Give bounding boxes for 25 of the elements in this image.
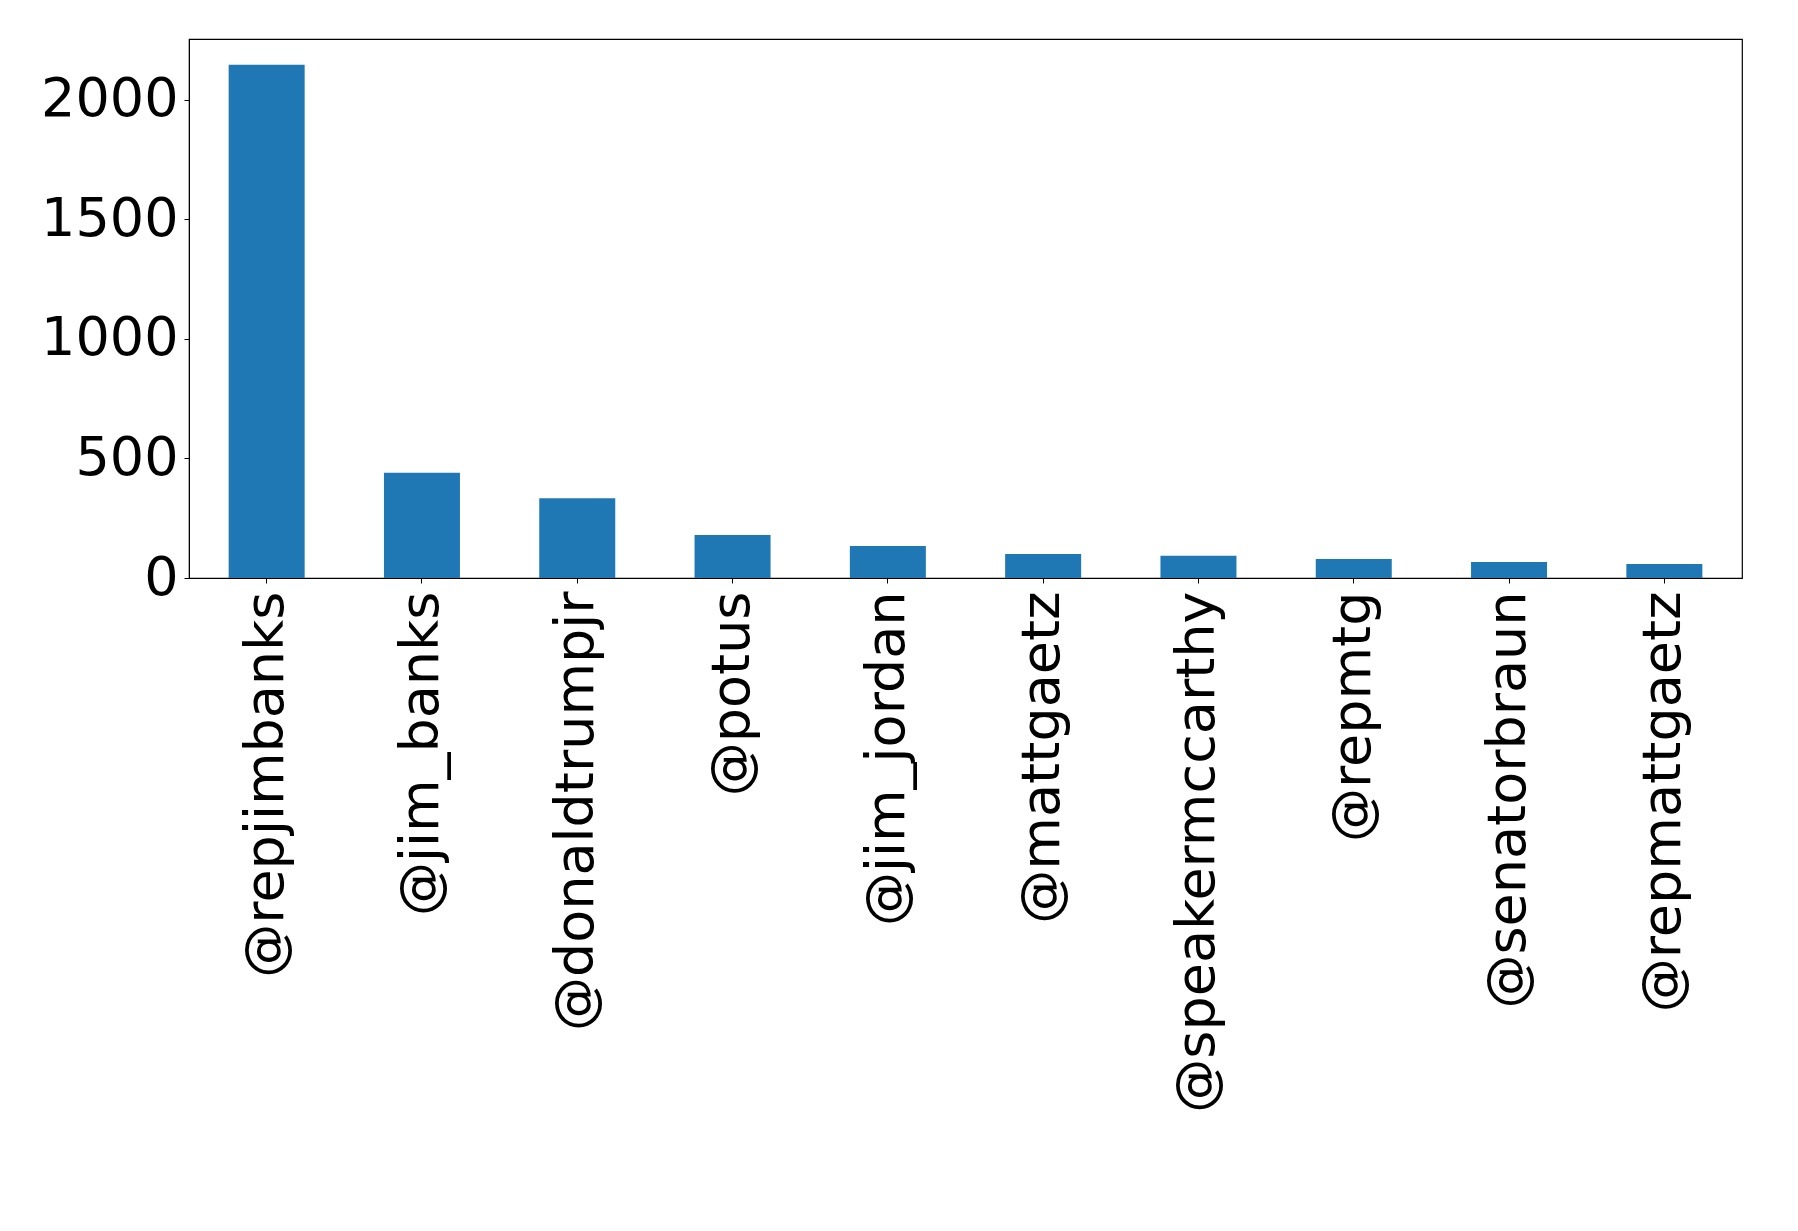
x-tick-label: @jim_banks xyxy=(387,591,451,917)
x-tick-label: @speakermccarthy xyxy=(1164,591,1228,1113)
bar xyxy=(694,534,771,578)
x-tick-label: @repmtg xyxy=(1319,591,1383,843)
y-tick-label: 2000 xyxy=(41,66,179,130)
bar xyxy=(383,472,460,578)
y-tick-label: 500 xyxy=(75,424,179,488)
bar xyxy=(228,64,305,578)
x-tick-label: @jim_jordan xyxy=(853,591,917,926)
x-tick-label: @repmattgaetz xyxy=(1630,591,1694,1013)
bar xyxy=(849,545,926,578)
x-tick-label: @donaldtrumpjr xyxy=(543,590,607,1032)
bar xyxy=(1471,561,1548,578)
x-tick-label: @potus xyxy=(698,591,762,797)
x-tick-label: @senatorbraun xyxy=(1475,591,1539,1009)
bar xyxy=(1005,554,1082,578)
bar xyxy=(539,498,616,578)
x-tick-label: @mattgaetz xyxy=(1009,591,1073,924)
y-tick-label: 0 xyxy=(144,544,179,608)
y-tick-label: 1000 xyxy=(41,305,179,369)
bar xyxy=(1315,558,1392,578)
y-tick-label: 1500 xyxy=(41,185,179,249)
bar xyxy=(1160,555,1237,578)
bar xyxy=(1626,563,1703,578)
x-tick-label: @repjimbanks xyxy=(232,591,296,978)
